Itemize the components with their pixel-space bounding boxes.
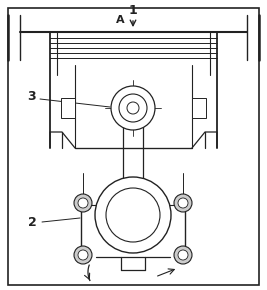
Circle shape [174, 194, 192, 212]
Polygon shape [192, 98, 206, 118]
Circle shape [106, 188, 160, 242]
Circle shape [178, 250, 188, 260]
Text: 1: 1 [129, 3, 138, 17]
Polygon shape [61, 98, 75, 118]
Circle shape [127, 102, 139, 114]
Circle shape [119, 94, 147, 122]
Circle shape [78, 198, 88, 208]
Text: A: A [116, 15, 125, 25]
Circle shape [78, 250, 88, 260]
Circle shape [111, 86, 155, 130]
Text: 2: 2 [28, 215, 36, 229]
Circle shape [74, 194, 92, 212]
Text: 3: 3 [28, 90, 36, 104]
Circle shape [174, 246, 192, 264]
Circle shape [178, 198, 188, 208]
Circle shape [74, 246, 92, 264]
Circle shape [95, 177, 171, 253]
